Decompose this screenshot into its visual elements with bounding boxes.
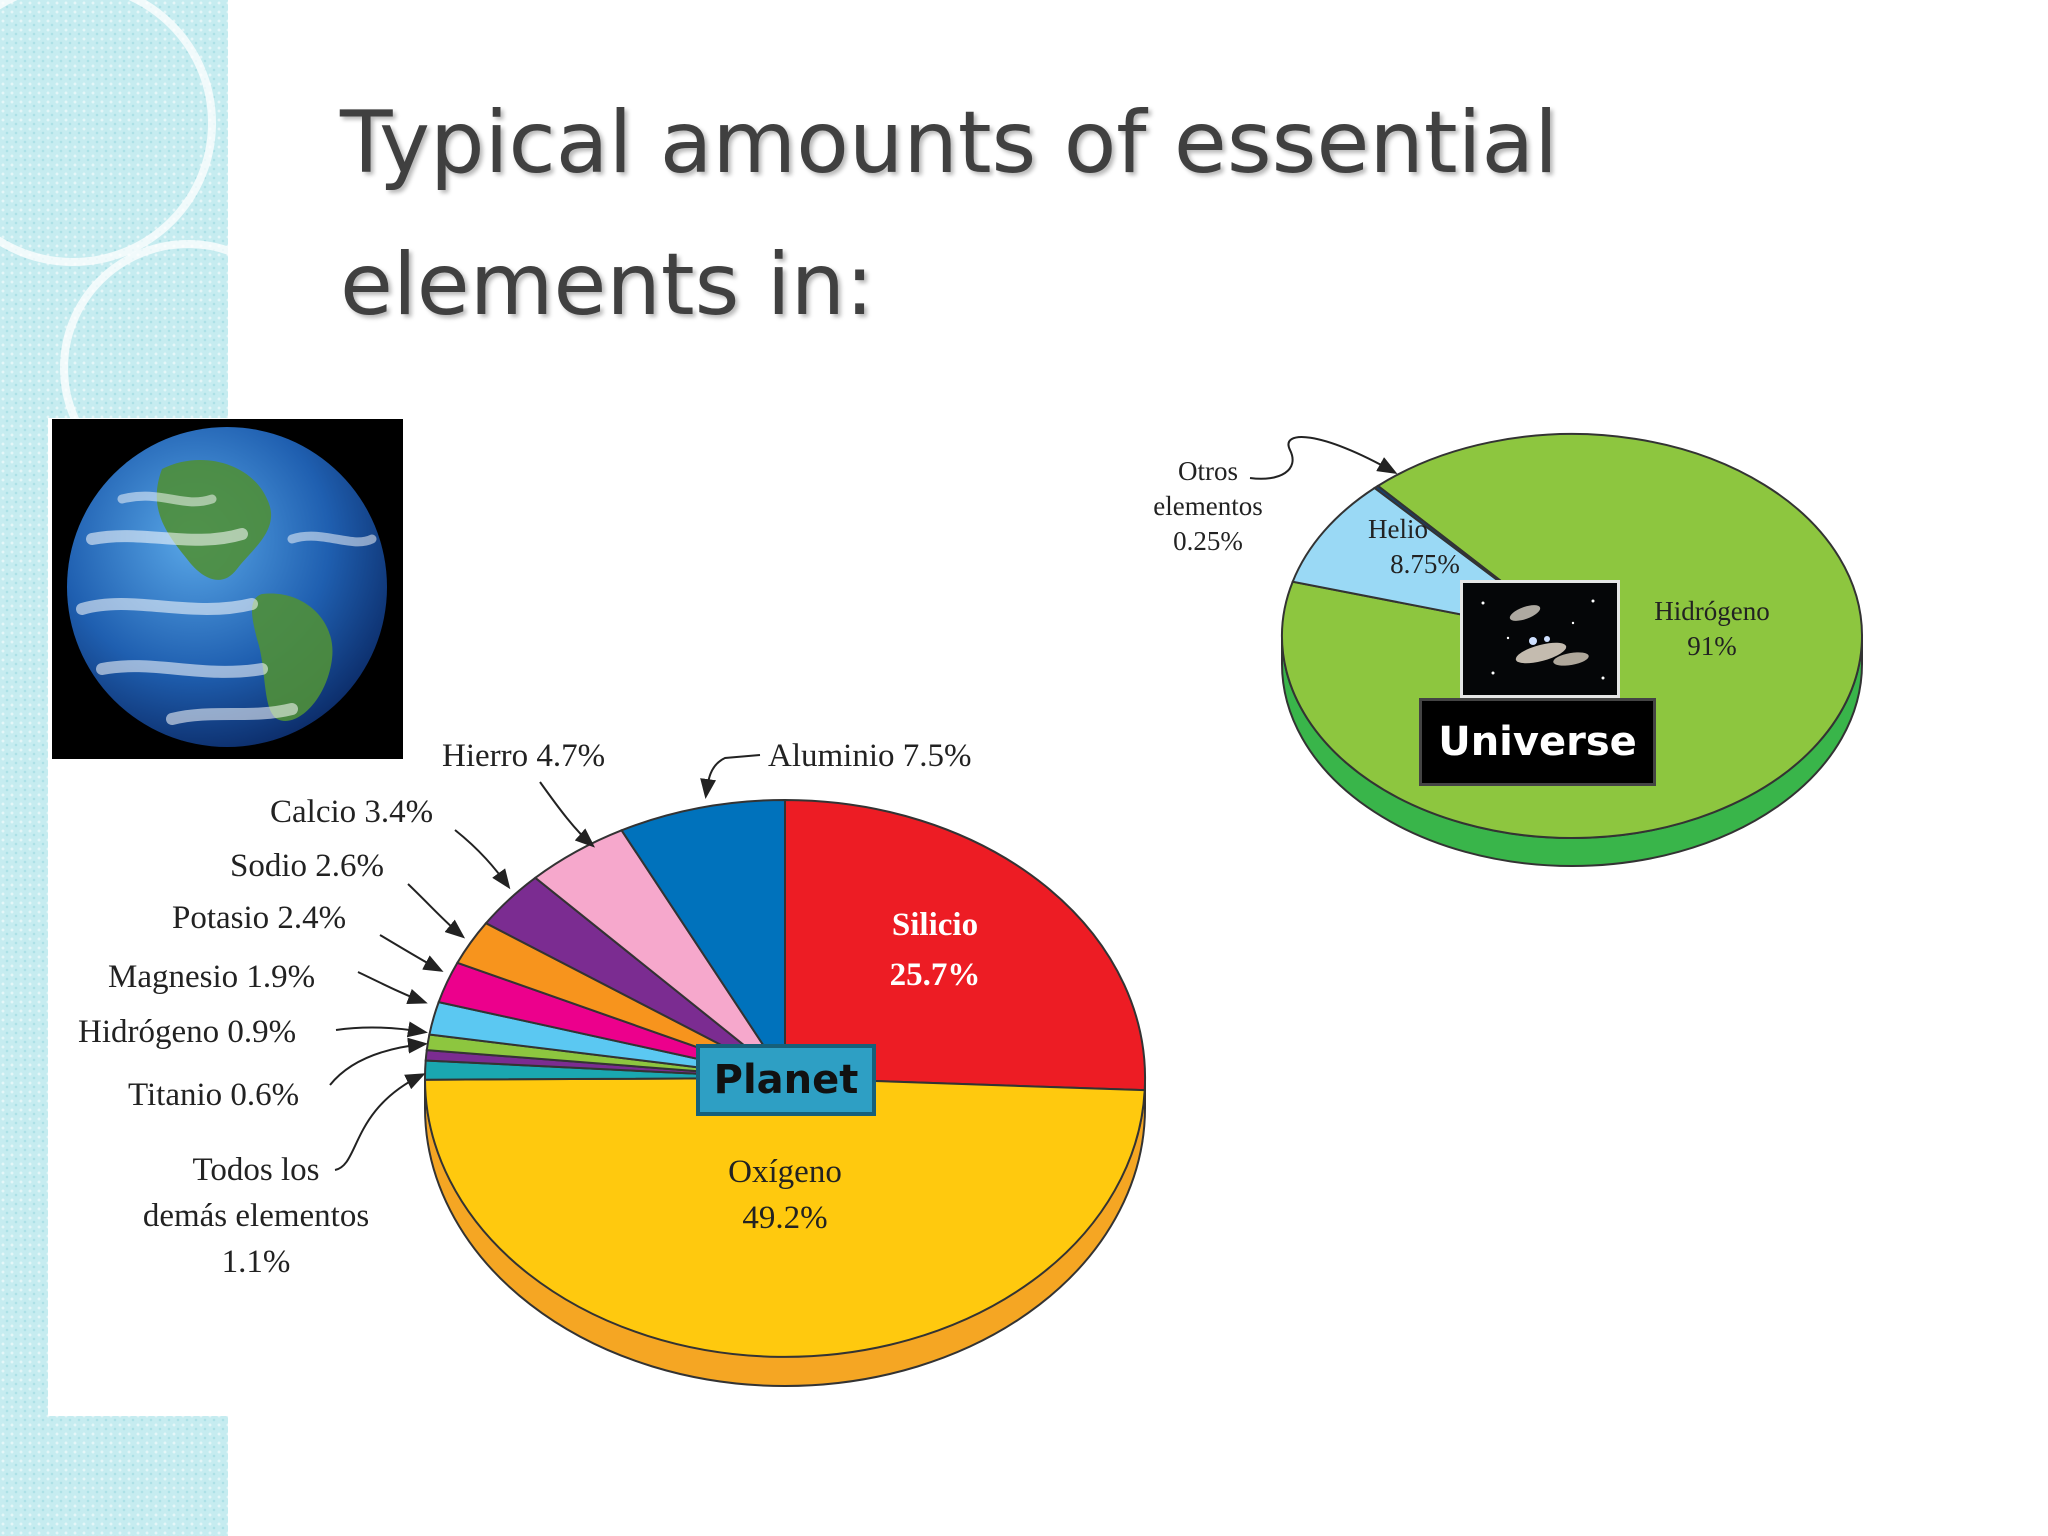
label-silicio-value: 25.7% bbox=[890, 957, 981, 993]
planet-pie-chart bbox=[423, 798, 1147, 1387]
universe-otros-leader-line bbox=[1249, 436, 1398, 480]
label-universe-otros-line2: elementos bbox=[1153, 491, 1262, 521]
label-universe-hidrogeno-value: 91% bbox=[1687, 631, 1737, 661]
label-calcio: Calcio 3.4% bbox=[270, 794, 433, 830]
galaxy-photo-icon bbox=[1460, 580, 1620, 698]
earth-photo-icon bbox=[52, 419, 403, 759]
label-universe-helio: Helio bbox=[1368, 514, 1428, 544]
label-titanio: Titanio 0.6% bbox=[128, 1077, 299, 1113]
label-aluminio: Aluminio 7.5% bbox=[768, 738, 972, 774]
label-potasio: Potasio 2.4% bbox=[172, 900, 346, 936]
label-universe-helio-value: 8.75% bbox=[1390, 549, 1460, 579]
universe-badge: Universe bbox=[1419, 698, 1656, 786]
label-magnesio: Magnesio 1.9% bbox=[108, 959, 315, 995]
label-universe-otros-line1: Otros bbox=[1178, 456, 1238, 486]
label-oxigeno: Oxígeno bbox=[728, 1154, 842, 1190]
planet-slice-silicio bbox=[784, 798, 1147, 1092]
slide-title: Typical amounts of essential elements in… bbox=[340, 93, 1559, 335]
planet-slice-aluminio bbox=[620, 798, 786, 1082]
label-otros-line3: 1.1% bbox=[222, 1244, 291, 1280]
label-oxigeno-value: 49.2% bbox=[742, 1200, 827, 1236]
label-otros-line2: demás elementos bbox=[143, 1198, 369, 1234]
label-universe-hidrogeno: Hidrógeno bbox=[1654, 596, 1769, 626]
label-sodio: Sodio 2.6% bbox=[230, 848, 384, 884]
planet-badge: Planet bbox=[696, 1044, 876, 1116]
label-otros-line1: Todos los bbox=[193, 1152, 320, 1188]
planet-slice-oxígeno bbox=[423, 1076, 1146, 1358]
label-hierro: Hierro 4.7% bbox=[442, 738, 605, 774]
label-universe-otros-line3: 0.25% bbox=[1173, 526, 1243, 556]
label-hidrogeno: Hidrógeno 0.9% bbox=[78, 1014, 296, 1050]
label-silicio: Silicio bbox=[892, 907, 978, 943]
planet-leader-lines bbox=[329, 754, 761, 1171]
